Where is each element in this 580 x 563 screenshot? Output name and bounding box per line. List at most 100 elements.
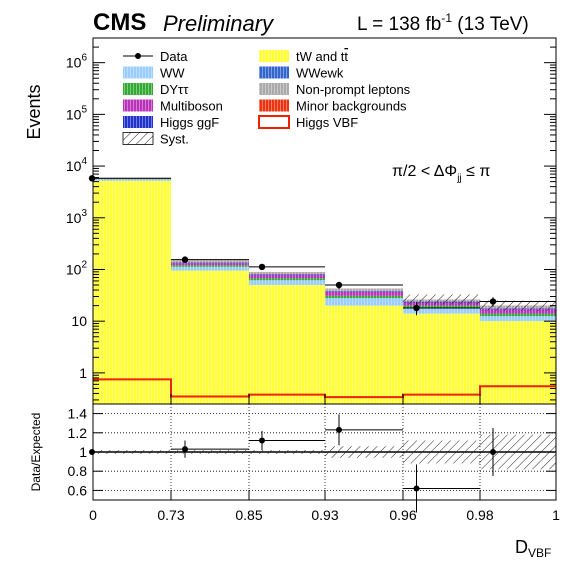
- legend-swatch-texture-0-2: [123, 83, 153, 95]
- legend-label-1-3: Minor backgrounds: [296, 99, 407, 114]
- bar-texture-dy-bin-3: [325, 295, 403, 299]
- data-point-2: [258, 263, 266, 271]
- x-tick-label-0: 0: [89, 507, 97, 523]
- syst-hatch-bin-4: [403, 294, 480, 305]
- legend-label-1-0: tW and tt: [296, 49, 348, 64]
- ratio-y-tick-label-1: 0.8: [68, 463, 88, 479]
- legend-label-1-4: Higgs VBF: [296, 115, 358, 130]
- legend-label-0-2: DYττ: [160, 82, 189, 97]
- ratio-point-3: [336, 426, 342, 433]
- region-annotation: π/2 < ΔΦjj ≤ π: [392, 163, 490, 184]
- systematic-band: [403, 294, 556, 311]
- bar-texture-dy-bin-5: [480, 313, 556, 317]
- data-points: [88, 175, 556, 316]
- bar-texture-multiboson-bin-5: [480, 309, 556, 314]
- bar-texture-ww-bin-4: [403, 307, 480, 314]
- data-point-0: [88, 175, 96, 182]
- x-tick-label-2: 0.85: [235, 507, 262, 523]
- bar-texture-nonprompt-bin-3: [325, 288, 403, 291]
- ratio-y-tick-label-2: 1: [79, 444, 87, 460]
- bar-texture-ww-bin-2: [249, 280, 325, 286]
- x-axis-ticks: 0 0.73 0.85 0.93 0.96 0.98 1: [89, 394, 560, 523]
- y-tick-label-5: 105: [66, 104, 88, 122]
- legend-swatch-texture-1-3: [259, 99, 289, 112]
- x-axis-label: DVBF: [515, 537, 551, 560]
- data-point-3: [335, 281, 343, 289]
- bar-texture-multiboson-bin-1: [171, 263, 249, 266]
- bar-texture-tw-bin-2: [249, 285, 325, 404]
- legend-label-1-2: Non-prompt leptons: [296, 82, 411, 97]
- luminosity-label: L = 138 fb-1 (13 TeV): [357, 11, 529, 35]
- legend-label-0-4: Higgs ggF: [160, 115, 219, 130]
- ratio-point-2: [259, 437, 265, 444]
- bar-texture-nonprompt-bin-2: [249, 272, 325, 275]
- legend-data-marker: [135, 53, 141, 59]
- y-tick-label-3: 103: [66, 208, 88, 226]
- bar-texture-higgs_ggf-bin-2: [249, 274, 325, 276]
- ratio-band-bin-2: [249, 450, 325, 454]
- ratio-point-4: [413, 485, 420, 492]
- data-point-1: [181, 256, 189, 263]
- ratio-y-tick-label-3: 1.2: [68, 425, 88, 441]
- legend-label-0-0: Data: [160, 49, 188, 64]
- bar-texture-multiboson-bin-3: [325, 291, 403, 296]
- bar-texture-dy-bin-1: [171, 265, 249, 267]
- y-axis-label: Events: [24, 84, 44, 139]
- y-axis-ticks: 1 10 102 103 104 105 106: [66, 37, 556, 401]
- bar-texture-dy-bin-2: [249, 278, 325, 281]
- y-tick-label-2: 102: [66, 259, 88, 277]
- ratio-band-bin-3: [325, 446, 403, 458]
- ratio-band-bin-1: [171, 450, 249, 454]
- legend-swatch-texture-0-3: [123, 99, 153, 112]
- x-tick-label-3: 0.93: [311, 507, 338, 523]
- bar-texture-tw-bin-5: [480, 321, 556, 404]
- ratio-point-1: [182, 446, 188, 453]
- bar-texture-nonprompt-bin-1: [171, 260, 249, 263]
- legend-label-1-1: WWewk: [296, 66, 344, 81]
- bar-texture-ww-bin-0: [93, 179, 171, 181]
- data-point-5: [489, 298, 497, 305]
- ratio-point-5: [490, 449, 496, 455]
- bar-texture-tw-bin-4: [403, 313, 480, 404]
- legend-swatch-texture-1-2: [259, 83, 289, 95]
- bar-texture-ww-bin-3: [325, 298, 403, 306]
- ratio-y-axis-label: Data/Expected: [29, 413, 43, 492]
- legend-label-0-3: Multiboson: [160, 99, 223, 114]
- ratio-y-tick-label-0: 0.6: [68, 482, 88, 498]
- bar-texture-higgs_ggf-bin-1: [171, 262, 249, 264]
- ratio-y-tick-label-4: 1.4: [68, 406, 88, 422]
- legend-syst-swatch: [122, 132, 154, 145]
- legend-swatch-texture-0-1: [123, 66, 153, 79]
- status-label: Preliminary: [163, 11, 275, 36]
- bar-texture-multiboson-bin-2: [249, 275, 325, 279]
- data-point-4: [413, 304, 420, 312]
- bar-texture-dy-bin-4: [403, 305, 480, 308]
- bar-texture-tw-bin-3: [325, 305, 403, 404]
- legend-swatch-texture-0-4: [123, 116, 153, 128]
- bar-texture-higgs_ggf-bin-3: [325, 291, 403, 292]
- y-tick-label-4: 104: [66, 156, 88, 174]
- y-tick-label-0: 1: [79, 365, 87, 381]
- bar-texture-ww-bin-5: [480, 316, 556, 322]
- bar-texture-ww-bin-1: [171, 266, 249, 271]
- legend-swatch-texture-1-0: [259, 50, 289, 62]
- syst-hatch-bin-5: [480, 300, 556, 311]
- bar-texture-tw-bin-1: [171, 270, 249, 404]
- experiment-label: CMS: [93, 9, 146, 36]
- legend-label-0-5: Syst.: [160, 132, 189, 147]
- y-tick-label-6: 106: [66, 53, 88, 71]
- legend-swatch-texture-1-1: [259, 66, 289, 79]
- ratio-y-axis-ticks: 0.6 0.8 1 1.2 1.4: [68, 406, 556, 498]
- legend-signal-swatch: [258, 115, 290, 129]
- legend-label-0-1: WW: [160, 66, 185, 81]
- x-tick-label-5: 0.98: [466, 507, 493, 523]
- x-tick-label-4: 0.96: [389, 507, 416, 523]
- ratio-band-bin-4: [403, 440, 480, 464]
- bar-texture-tw-bin-0: [93, 180, 171, 404]
- y-tick-label-1: 10: [71, 313, 87, 329]
- x-tick-label-6: 1: [552, 507, 560, 523]
- x-tick-label-1: 0.73: [157, 507, 184, 523]
- stacked-histogram: [93, 177, 556, 404]
